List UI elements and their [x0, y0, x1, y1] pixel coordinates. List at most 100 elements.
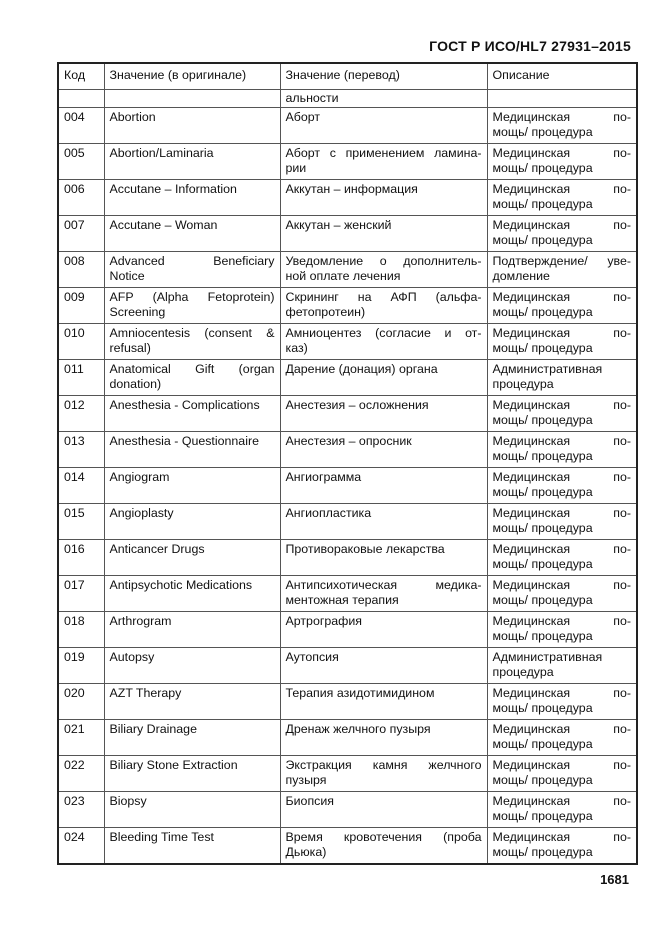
cell-line: фетопротеин): [285, 305, 366, 319]
cell-line: процедура: [492, 665, 554, 679]
cell-line: Дьюка): [285, 845, 327, 859]
cell-line: Аборт с применением ламина-: [285, 145, 482, 160]
cell-line: мощь/ процедура: [492, 197, 593, 211]
page-number: 1681: [600, 872, 629, 887]
cell-description: Медицинская по-мощь/ процедура: [486, 178, 638, 216]
cell-line: Anesthesia - Questionnaire: [109, 433, 259, 448]
cell-line: мощь/ процедура: [492, 341, 593, 355]
cell-translation: Амниоцентез (согласие и от-каз): [279, 322, 488, 360]
cell-translation: Антипсихотическая медика-ментожная терап…: [279, 574, 488, 612]
table-row: 017 Antipsychotic Medications Антипсихотич…: [57, 574, 638, 612]
cell-original: Anesthesia - Questionnaire: [103, 430, 281, 468]
cell-line: Biliary Stone Extraction: [109, 757, 238, 772]
column-header-code: Код: [57, 62, 105, 90]
cell-line: Anatomical Gift (organ: [109, 361, 275, 376]
cell-line: Анестезия – опросник: [285, 433, 412, 448]
cell-line: Биопсия: [285, 793, 334, 808]
cell-translation: Экстракция камня желчного пузыря: [279, 754, 488, 792]
cell-line: Артрография: [285, 613, 362, 628]
column-header-description: Описание: [486, 62, 638, 90]
table-row: 012 Anesthesia - Complications Анестезия –…: [57, 394, 638, 432]
cell-original: Abortion/Laminaria: [103, 142, 281, 180]
cell-line: donation): [109, 377, 162, 391]
cell-line: Angiogram: [109, 469, 170, 484]
cell-description: Медицинская по-мощь/ процедура: [486, 430, 638, 468]
cell-original: Advanced Beneficiary Notice: [103, 250, 281, 288]
table-row: 006 Accutane – Information Аккутан – инфор…: [57, 178, 638, 216]
cell-code: 020: [57, 682, 105, 720]
table-row: 011 Anatomical Gift (organ donation) Дарени…: [57, 358, 638, 396]
cell-line: Аборт: [285, 109, 321, 124]
table-row: 019 Autopsy Аутопсия Административная процед…: [57, 646, 638, 684]
cell-description: Медицинская по-мощь/ процедура: [486, 610, 638, 648]
cell-translation: Дарение (донация) органа: [279, 358, 488, 396]
cell-original: Arthrogram: [103, 610, 281, 648]
cell-line: Медицинская по-: [492, 289, 632, 304]
cell-description: Медицинская по-мощь/ процедура: [486, 286, 638, 324]
cell-line: Медицинская по-: [492, 757, 632, 772]
cell-translation: Биопсия: [279, 790, 488, 828]
continuation-row: альности: [57, 89, 638, 108]
cell-translation: Уведомление о дополнитель-ной оплате леч…: [279, 250, 488, 288]
cell-line: Административная: [492, 361, 603, 376]
cell-translation: альности: [279, 89, 488, 108]
cell-description: Медицинская по-мощь/ процедура: [486, 754, 638, 792]
cell-line: Accutane – Information: [109, 181, 237, 196]
cell-line: процедура: [492, 377, 554, 391]
cell-line: Скрининг на АФП (альфа-: [285, 289, 482, 304]
cell-code: 017: [57, 574, 105, 612]
cell-line: мощь/ процедура: [492, 161, 593, 175]
cell-line: Амниоцентез (согласие и от-: [285, 325, 482, 340]
table-row: 024 Bleeding Time Test Время кровотечения …: [57, 826, 638, 864]
codes-table: Код Значение (в оригинале) Значение (пер…: [57, 62, 638, 865]
cell-code: 012: [57, 394, 105, 432]
cell-code: 007: [57, 214, 105, 252]
cell-line: Biliary Drainage: [109, 721, 197, 736]
cell-line: Медицинская по-: [492, 577, 632, 592]
cell-line: мощь/ процедура: [492, 413, 593, 427]
table-row: 021 Biliary Drainage Дренаж желчного пузыр…: [57, 718, 638, 756]
cell-line: мощь/ процедура: [492, 233, 593, 247]
cell-code: 016: [57, 538, 105, 576]
cell-description: Медицинская по-мощь/ процедура: [486, 502, 638, 540]
cell-line: Медицинская по-: [492, 829, 632, 844]
cell-line: мощь/ процедура: [492, 737, 593, 751]
cell-original: Biliary Drainage: [103, 718, 281, 756]
cell-code: 021: [57, 718, 105, 756]
cell-translation: Дренаж желчного пузыря: [279, 718, 488, 756]
cell-line: Arthrogram: [109, 613, 172, 628]
cell-translation: Противораковые лекарства: [279, 538, 488, 576]
cell-line: Экстракция камня желчного: [285, 757, 482, 772]
column-header-translation: Значение (перевод): [279, 62, 488, 90]
cell-line: Дарение (донация) органа: [285, 361, 438, 376]
cell-line: Анестезия – осложнения: [285, 397, 429, 412]
cell-line: Медицинская по-: [492, 433, 632, 448]
table-row: 022 Biliary Stone Extraction Экстракция ка…: [57, 754, 638, 792]
cell-code: 014: [57, 466, 105, 504]
cell-line: мощь/ процедура: [492, 773, 593, 787]
cell-line: Аутопсия: [285, 649, 339, 664]
cell-translation: Артрография: [279, 610, 488, 648]
cell-line: Терапия азидотимидином: [285, 685, 435, 700]
cell-code: 009: [57, 286, 105, 324]
cell-translation: Анестезия – осложнения: [279, 394, 488, 432]
cell-line: Autopsy: [109, 649, 155, 664]
cell-translation: Время кровотечения (проба Дьюка): [279, 826, 488, 864]
cell-line: Accutane – Woman: [109, 217, 218, 232]
cell-code: 010: [57, 322, 105, 360]
cell-line: Abortion: [109, 109, 156, 124]
cell-translation: Ангиограмма: [279, 466, 488, 504]
cell-code: 019: [57, 646, 105, 684]
cell-original: [103, 89, 281, 108]
cell-description: Медицинская по-мощь/ процедура: [486, 106, 638, 144]
cell-line: Angioplasty: [109, 505, 174, 520]
cell-line: ной оплате лечения: [285, 269, 401, 283]
cell-line: Медицинская по-: [492, 613, 632, 628]
table-row: 015 Angioplasty Ангиопластика Медицинская п…: [57, 502, 638, 540]
cell-line: Медицинская по-: [492, 469, 632, 484]
table-row: 008 Advanced Beneficiary Notice Уведомление…: [57, 250, 638, 288]
cell-line: каз): [285, 341, 308, 355]
cell-line: мощь/ процедура: [492, 701, 593, 715]
table-row: 005 Abortion/Laminaria Аборт с применением…: [57, 142, 638, 180]
cell-description: Медицинская по-мощь/ процедура: [486, 574, 638, 612]
